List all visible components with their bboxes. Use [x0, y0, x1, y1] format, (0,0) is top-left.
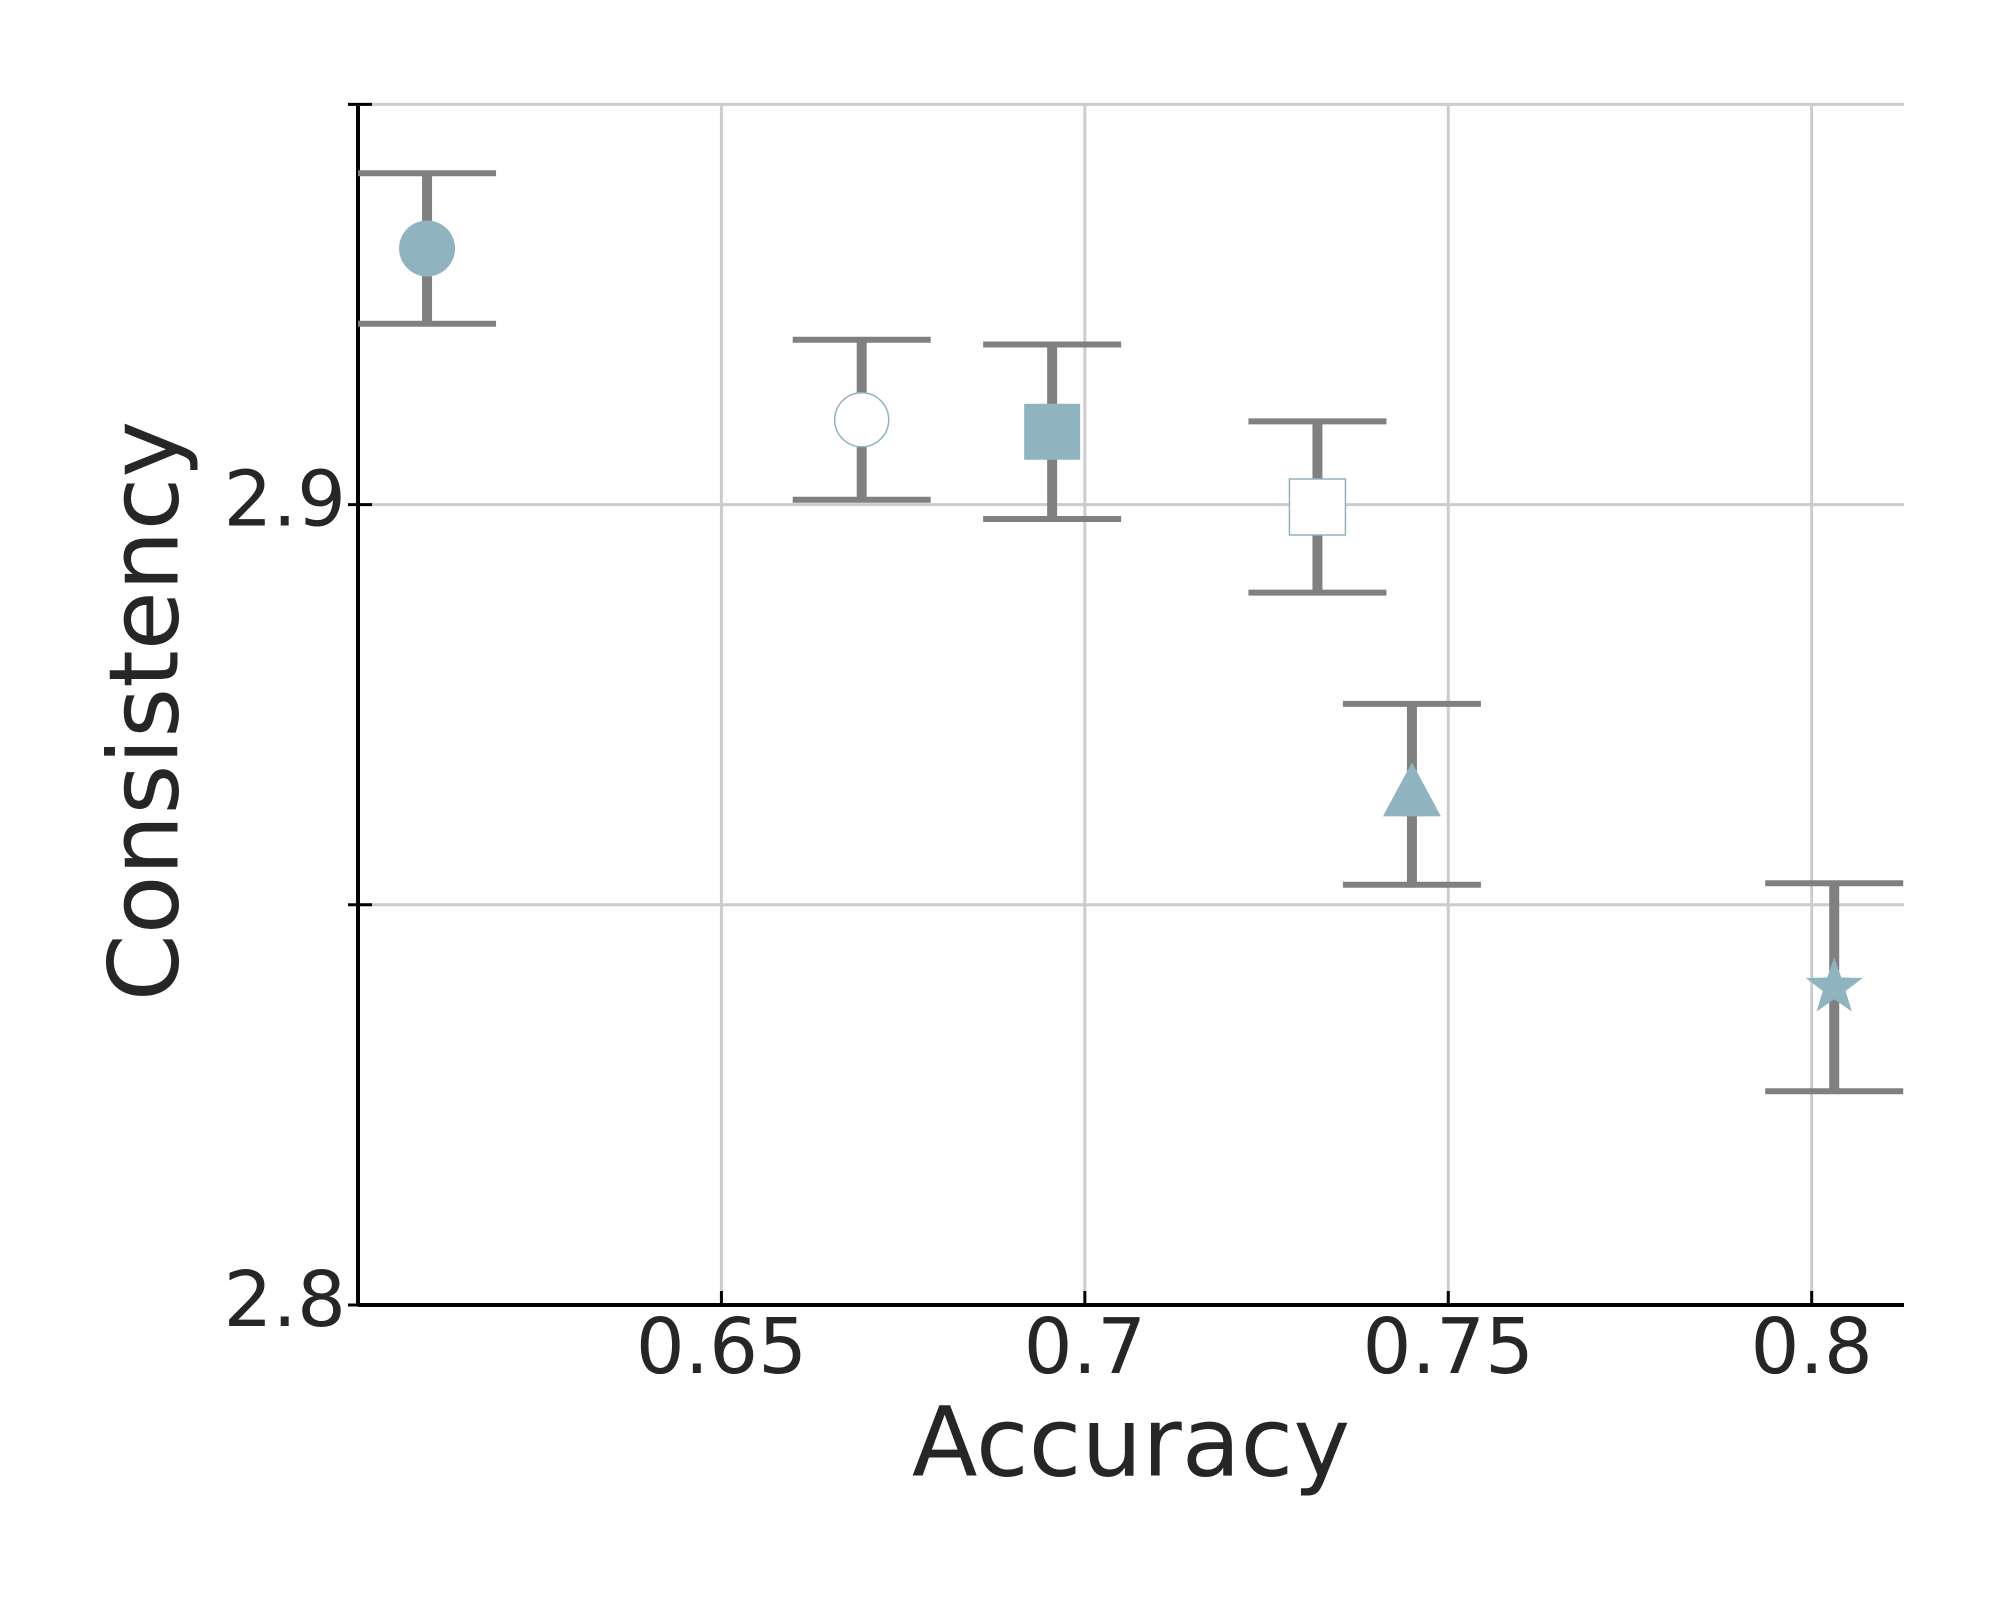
y-axis-label: Consistency — [88, 421, 200, 1001]
marker — [1382, 762, 1441, 817]
x-tick-label: 0.8 — [1750, 1303, 1872, 1392]
y-tick-label: 2.9 — [224, 456, 346, 545]
marker — [399, 220, 456, 277]
marker — [1024, 403, 1081, 460]
x-axis-label: Accuracy — [912, 1386, 1350, 1498]
marker — [833, 392, 890, 448]
marker — [1805, 957, 1863, 1012]
x-tick-label: 0.7 — [1024, 1303, 1146, 1392]
y-tick-label: 2.8 — [224, 1256, 346, 1345]
x-tick-label: 0.65 — [636, 1303, 807, 1392]
x-tick-label: 0.75 — [1363, 1303, 1534, 1392]
marker — [1288, 478, 1347, 536]
